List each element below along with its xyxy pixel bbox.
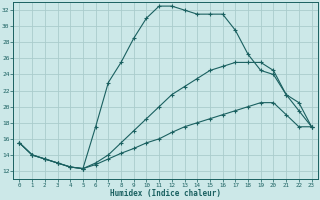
X-axis label: Humidex (Indice chaleur): Humidex (Indice chaleur) [110, 189, 221, 198]
